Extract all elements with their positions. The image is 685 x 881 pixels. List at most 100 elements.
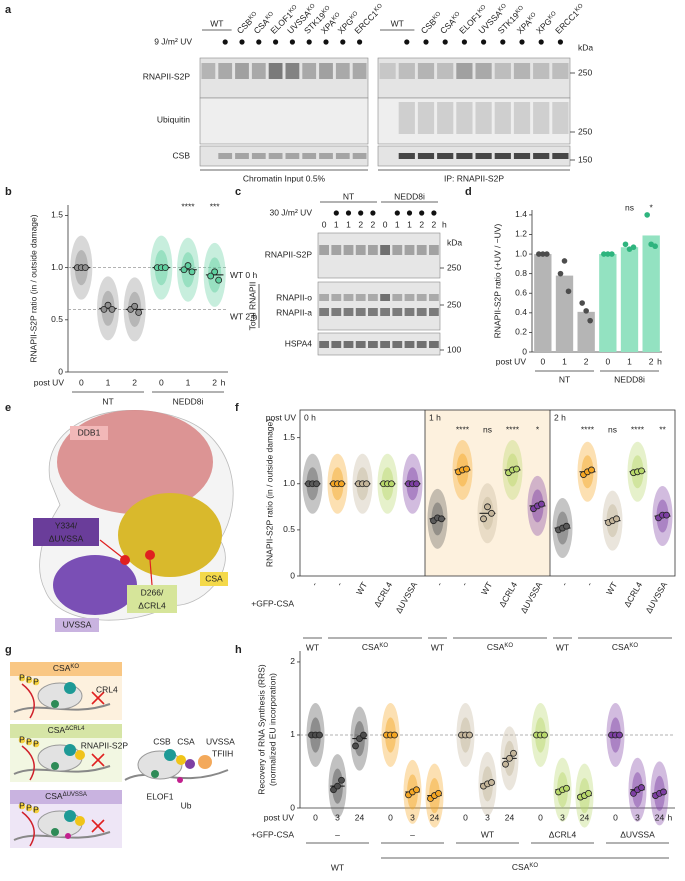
replicate-point xyxy=(334,782,341,790)
condition-label: - xyxy=(584,580,594,588)
panel-label: g xyxy=(5,644,12,656)
unit-label: h xyxy=(657,356,662,366)
component-label: CSA xyxy=(177,736,195,746)
bar xyxy=(534,254,552,352)
row-label: CSB xyxy=(173,150,191,160)
x-tick-label: 2 xyxy=(132,377,137,387)
condition-label: – xyxy=(410,829,415,839)
y-tick-label: 1.5 xyxy=(51,210,63,220)
marker-label: 100 xyxy=(447,344,461,354)
replicate-point xyxy=(563,522,570,530)
band xyxy=(429,294,439,301)
phospho-label: P xyxy=(19,672,25,682)
replicate-point xyxy=(180,266,188,274)
replicate-point xyxy=(644,212,650,218)
significance: ** xyxy=(659,424,666,434)
panel-label: a xyxy=(5,4,12,16)
replicate-point xyxy=(104,301,112,309)
sample-label-sup: KO xyxy=(248,10,259,21)
replicate-point xyxy=(587,317,593,324)
band xyxy=(404,308,415,316)
reference-label: WT 2 h xyxy=(230,312,258,322)
phospho-site xyxy=(32,678,40,686)
replicate-point xyxy=(660,788,667,796)
replicate-point xyxy=(338,480,345,488)
component-label: TFIIH xyxy=(212,748,233,758)
block-mark xyxy=(91,819,105,833)
band xyxy=(533,153,550,159)
group-label: NEDD8i xyxy=(614,374,645,384)
replicate-point xyxy=(563,784,570,792)
panel-label: d xyxy=(465,186,472,198)
sample-label-sup: KO xyxy=(432,10,443,21)
blot xyxy=(377,97,571,145)
band xyxy=(475,153,492,159)
y-tick-label: 1.5 xyxy=(283,432,295,442)
band xyxy=(437,153,454,159)
state-label-main: CSA xyxy=(45,791,63,801)
y-axis-label: Recovery of RNA Synthesis (RRS) xyxy=(256,664,266,795)
rna xyxy=(21,811,35,847)
uv-dot xyxy=(442,39,448,45)
band xyxy=(404,294,415,301)
replicate-point xyxy=(480,515,487,523)
phospho-label: P xyxy=(26,802,32,812)
band xyxy=(331,294,342,301)
line-label: CSAKO xyxy=(612,642,638,652)
band xyxy=(319,153,333,159)
y-tick-label: 0.5 xyxy=(283,524,295,534)
replicate-point xyxy=(338,776,345,784)
uvssa xyxy=(185,759,195,769)
sample-label-sup: KO xyxy=(321,4,332,15)
timepoint-label: 2 xyxy=(419,219,424,229)
replicate-point xyxy=(184,262,192,269)
band xyxy=(368,341,378,348)
marker-label: 250 xyxy=(447,299,461,309)
condition-label: - xyxy=(559,580,569,588)
band xyxy=(392,308,403,316)
condition-label: WT xyxy=(481,829,494,839)
uv-dot xyxy=(423,39,429,45)
band xyxy=(218,63,233,79)
panel-label: e xyxy=(5,402,11,414)
replicate-point xyxy=(541,731,548,739)
band xyxy=(392,341,403,348)
replicate-point xyxy=(613,515,620,523)
band xyxy=(331,245,342,255)
uv-dot xyxy=(461,39,467,45)
band xyxy=(319,63,333,79)
tfiih xyxy=(198,755,212,769)
uv-dot xyxy=(333,210,339,216)
condition-label: ΔCRL4 xyxy=(549,829,577,839)
structure-label: CSA xyxy=(205,573,223,583)
line-label-main: CSA xyxy=(512,862,530,872)
marker-label: 150 xyxy=(578,154,592,164)
band xyxy=(319,341,329,348)
uv-dot xyxy=(273,39,279,45)
smear xyxy=(494,102,511,134)
group-label: NT xyxy=(343,191,354,201)
replicate-point xyxy=(360,731,367,739)
y-tick-label: 2 xyxy=(290,656,295,666)
x-axis-label: post UV xyxy=(34,377,65,387)
y-tick-label: 0 xyxy=(290,570,295,580)
replicate-point xyxy=(630,244,637,251)
group-label: NEDD8i xyxy=(394,191,425,201)
uv-dot xyxy=(394,210,400,216)
uv-dot xyxy=(323,39,329,45)
unit-label: h xyxy=(221,377,226,387)
smear xyxy=(398,102,415,134)
band xyxy=(343,341,354,348)
timepoint-label: 0 xyxy=(322,219,327,229)
smear xyxy=(456,102,473,134)
replicate-point xyxy=(484,503,491,511)
state-label-main: CSA xyxy=(53,663,71,673)
block-mark xyxy=(91,753,105,767)
sample-label-sup: KO xyxy=(527,11,538,22)
replicate-point xyxy=(510,749,517,757)
replicate-point xyxy=(488,779,495,786)
blot xyxy=(199,145,369,167)
phospho-site xyxy=(18,802,26,810)
x-tick-label: 1 xyxy=(186,377,191,387)
